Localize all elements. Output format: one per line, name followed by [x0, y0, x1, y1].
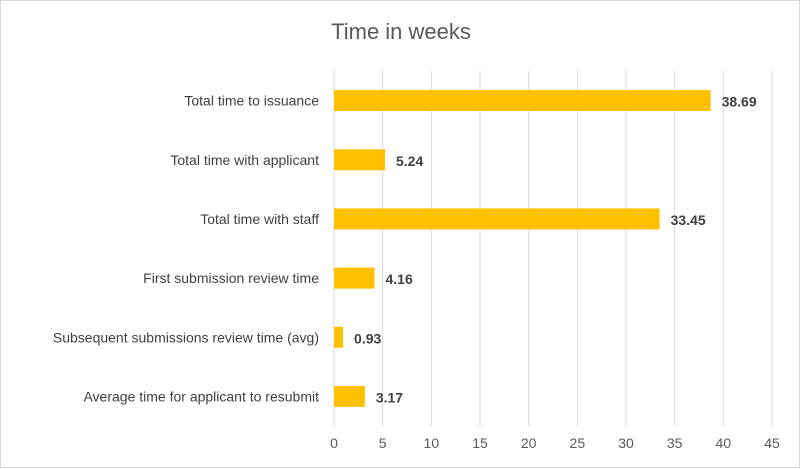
data-labels: 38.69 5.24 33.45 4.16 0.93 3.17 [354, 94, 757, 406]
x-tick-label: 15 [472, 435, 488, 451]
gridlines [333, 71, 773, 426]
x-tick-label: 5 [379, 435, 387, 451]
x-tick-label: 10 [424, 435, 440, 451]
bar [334, 90, 711, 112]
category-label: Total time with staff [200, 211, 319, 227]
data-label: 3.17 [376, 389, 403, 405]
x-tick-label: 20 [521, 435, 537, 451]
data-label: 33.45 [671, 212, 706, 228]
data-label: 4.16 [385, 271, 412, 287]
data-label: 38.69 [722, 94, 757, 110]
category-label: Average time for applicant to resubmit [83, 388, 319, 404]
bar [334, 326, 344, 348]
category-label: Total time to issuance [184, 93, 319, 109]
bar [334, 385, 365, 407]
category-label: Subsequent submissions review time (avg) [53, 329, 319, 345]
bars [334, 90, 711, 407]
x-tick-label: 0 [330, 435, 338, 451]
x-tick-label: 35 [667, 435, 683, 451]
bar [334, 208, 660, 230]
bar [334, 267, 375, 289]
x-axis-ticks: 0 5 10 15 20 25 30 35 40 45 [330, 435, 780, 451]
chart-title: Time in weeks [331, 19, 471, 44]
bar [334, 149, 386, 171]
x-tick-label: 40 [716, 435, 732, 451]
data-label: 0.93 [354, 330, 381, 346]
data-label: 5.24 [396, 153, 423, 169]
x-tick-label: 25 [570, 435, 586, 451]
category-label: First submission review time [143, 270, 319, 286]
category-labels: Total time to issuance Total time with ap… [53, 93, 319, 405]
category-label: Total time with applicant [170, 152, 319, 168]
x-tick-label: 45 [764, 435, 780, 451]
x-tick-label: 30 [618, 435, 634, 451]
